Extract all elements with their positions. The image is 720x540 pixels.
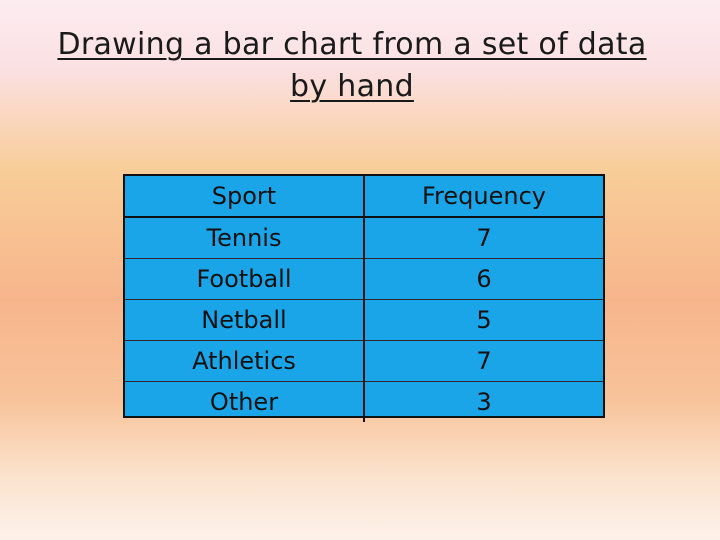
table-row: Athletics 7: [125, 340, 603, 382]
frequency-cell: 7: [364, 340, 603, 382]
table-row: Tennis 7: [125, 217, 603, 259]
header-frequency: Frequency: [364, 176, 603, 218]
slide-title-line-2: by hand: [290, 69, 414, 104]
slide-title-line-1: Drawing a bar chart from a set of data: [57, 27, 647, 62]
sport-cell: Other: [125, 381, 365, 422]
slide-title: Drawing a bar chart from a set of data b…: [0, 24, 704, 108]
sport-cell: Football: [125, 258, 365, 300]
sport-cell: Tennis: [125, 217, 365, 259]
frequency-cell: 7: [364, 217, 603, 259]
sport-cell: Netball: [125, 299, 365, 341]
frequency-table: Sport Frequency Tennis 7 Football 6 Netb…: [123, 174, 605, 422]
frequency-cell: 3: [476, 388, 492, 416]
table-row: Other 3: [125, 381, 603, 422]
table-header-row: Sport Frequency: [125, 176, 603, 218]
table-row: Netball 5: [125, 299, 603, 341]
sport-cell: Athletics: [125, 340, 365, 382]
table-row: Football 6: [125, 258, 603, 300]
frequency-cell: 6: [364, 258, 603, 300]
header-sport: Sport: [125, 176, 365, 218]
frequency-cell: 5: [364, 299, 603, 341]
